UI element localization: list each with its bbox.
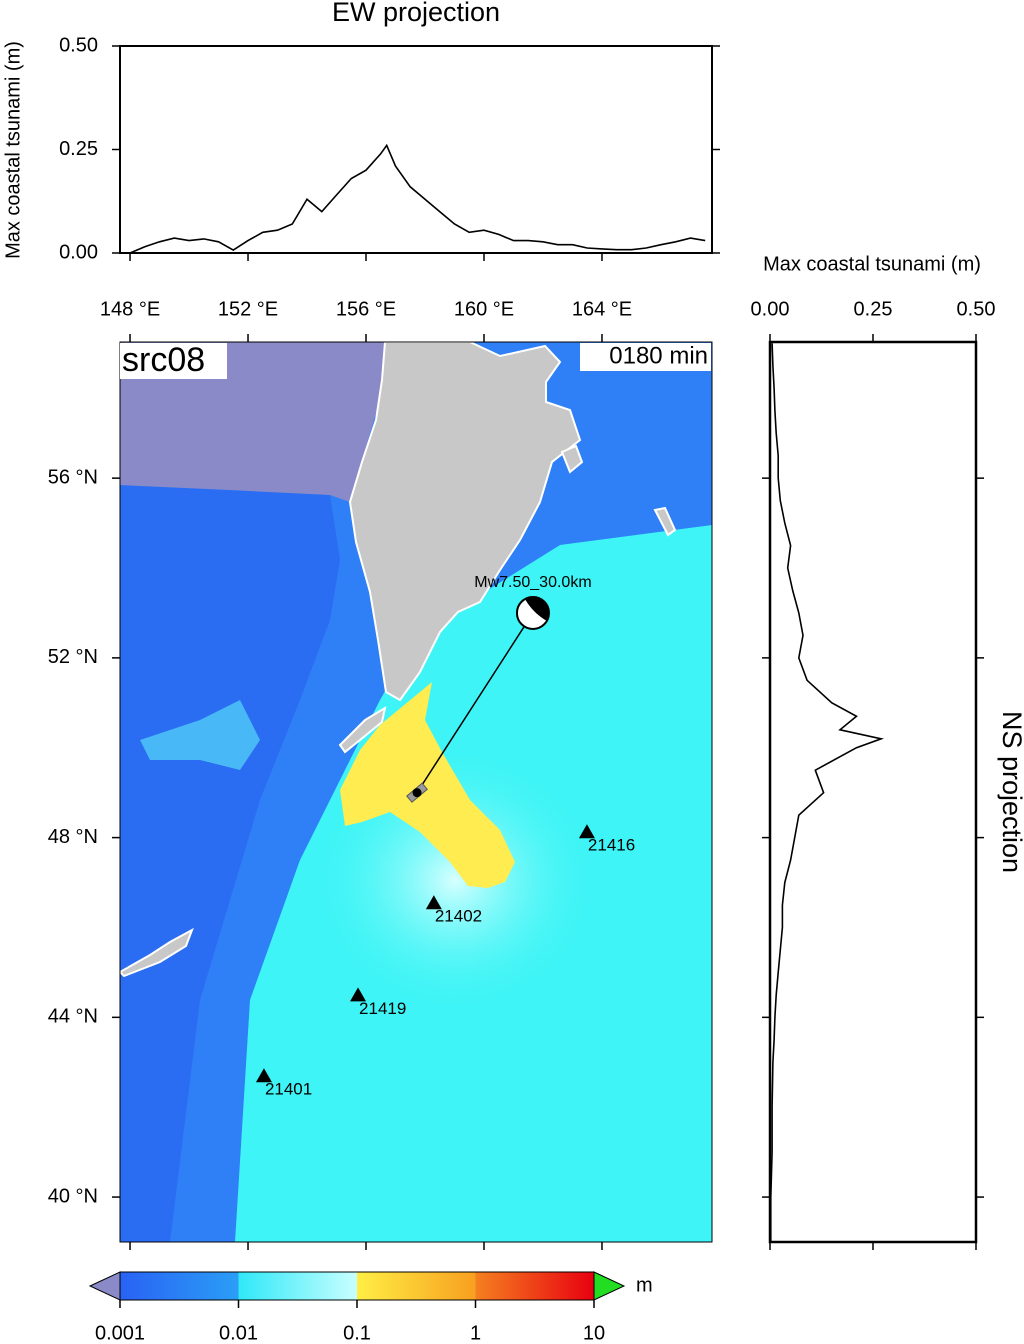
y-tick-label: 52 °N bbox=[48, 646, 98, 668]
source-link bbox=[416, 612, 534, 794]
ew-title: EW projection bbox=[332, 0, 500, 27]
ew-y-label: Max coastal tsunami (m) bbox=[2, 41, 24, 259]
x-tick-label: 148 °E bbox=[100, 298, 160, 320]
map-frame bbox=[119, 341, 713, 1243]
source-label: Mw7.50_30.0km bbox=[474, 574, 591, 591]
beachball-quadrant bbox=[524, 596, 550, 621]
projection-line bbox=[129, 143, 706, 254]
x-tick-label: 160 °E bbox=[454, 298, 514, 320]
station-marker bbox=[350, 987, 367, 1002]
x-tick-label: 0.50 bbox=[957, 298, 996, 320]
station-label: 21402 bbox=[435, 907, 482, 926]
y-tick-label: 0.25 bbox=[59, 138, 98, 160]
map-field bbox=[120, 342, 712, 1242]
y-tick-label: 40 °N bbox=[48, 1185, 98, 1207]
x-tick-label: 156 °E bbox=[336, 298, 396, 320]
ns-title: NS projection bbox=[997, 711, 1024, 873]
source-id: src08 bbox=[122, 341, 205, 379]
time-label: 0180 min bbox=[609, 342, 708, 369]
colorbar bbox=[88, 1271, 626, 1301]
x-tick-label: 164 °E bbox=[572, 298, 632, 320]
ew-frame bbox=[119, 45, 713, 254]
projection-line bbox=[770, 343, 885, 1242]
colorbar-tick-label: 1 bbox=[470, 1322, 481, 1344]
fault-point bbox=[412, 788, 422, 798]
colorbar-tick-label: 0.001 bbox=[95, 1322, 145, 1344]
station-label: 21419 bbox=[359, 999, 406, 1018]
ns-frame bbox=[768, 340, 978, 1244]
y-tick-label: 0.50 bbox=[59, 34, 98, 56]
y-tick-label: 56 °N bbox=[48, 466, 98, 488]
colorbar-tick-label: 0.01 bbox=[219, 1322, 258, 1344]
x-tick-label: 152 °E bbox=[218, 298, 278, 320]
station-marker bbox=[255, 1068, 272, 1083]
y-tick-label: 0.00 bbox=[59, 241, 98, 263]
colorbar-tick-label: 10 bbox=[583, 1322, 605, 1344]
label-box bbox=[120, 343, 227, 379]
time-box bbox=[580, 343, 711, 371]
colorbar-unit: m bbox=[636, 1274, 653, 1296]
station-label: 21416 bbox=[588, 836, 635, 855]
station-marker bbox=[425, 895, 442, 910]
station-marker bbox=[578, 824, 595, 839]
station-label: 21401 bbox=[265, 1080, 312, 1099]
colorbar-tick-label: 0.1 bbox=[343, 1322, 371, 1344]
y-tick-label: 48 °N bbox=[48, 826, 98, 848]
x-tick-label: 0.25 bbox=[854, 298, 893, 320]
ns-x-label: Max coastal tsunami (m) bbox=[763, 253, 981, 275]
y-tick-label: 44 °N bbox=[48, 1006, 98, 1028]
x-tick-label: 0.00 bbox=[751, 298, 790, 320]
